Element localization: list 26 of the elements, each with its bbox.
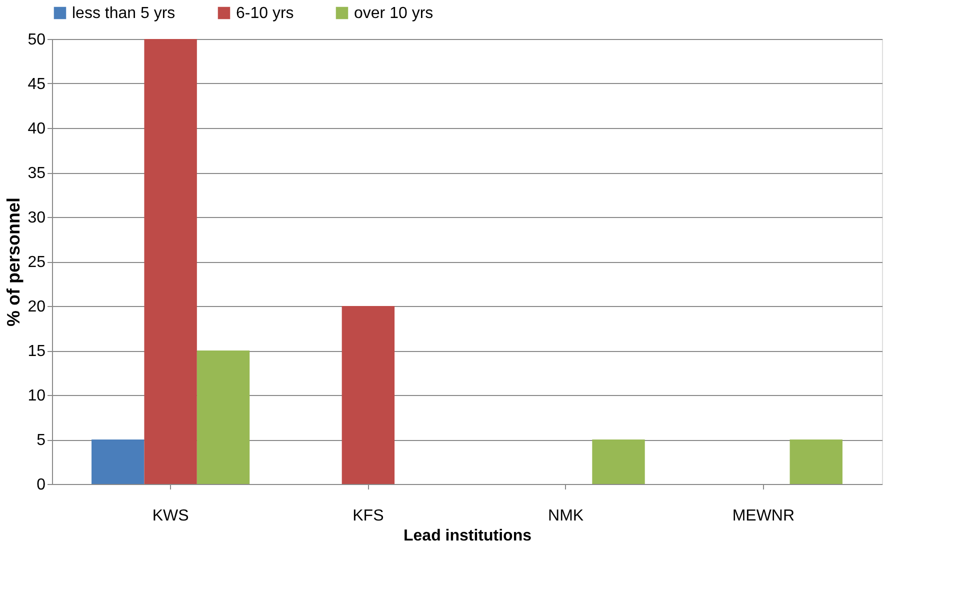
y-tick-label: 45 [28,76,46,93]
bar [592,440,645,484]
bar [196,350,250,484]
y-tick-label: 40 [28,120,46,138]
y-tick-label: 10 [28,388,46,404]
legend-label: 6-10 yrs [236,5,294,22]
y-tick-label: 0 [36,476,46,494]
x-tick-label: KWS [152,508,189,524]
bar [144,39,197,484]
legend-label: less than 5 yrs [72,5,176,22]
y-tick-label: 20 [28,298,46,316]
y-axis-title: % of personnel [4,197,24,327]
y-tick-label: 35 [28,165,46,182]
y-tick-label: 15 [28,343,46,360]
x-tick-label: KFS [352,508,384,524]
bar [342,306,395,484]
x-axis-title: Lead institutions [404,528,532,544]
bar [790,440,842,484]
y-tick-label: 30 [28,210,46,226]
x-tick-label: NMK [548,508,584,524]
x-tick-label: MEWNR [732,508,795,524]
y-tick-label: 25 [28,254,46,271]
bar [92,440,144,484]
y-tick-label: 50 [28,32,46,48]
y-tick-label: 5 [36,432,46,449]
legend-label: over 10 yrs [354,5,434,22]
